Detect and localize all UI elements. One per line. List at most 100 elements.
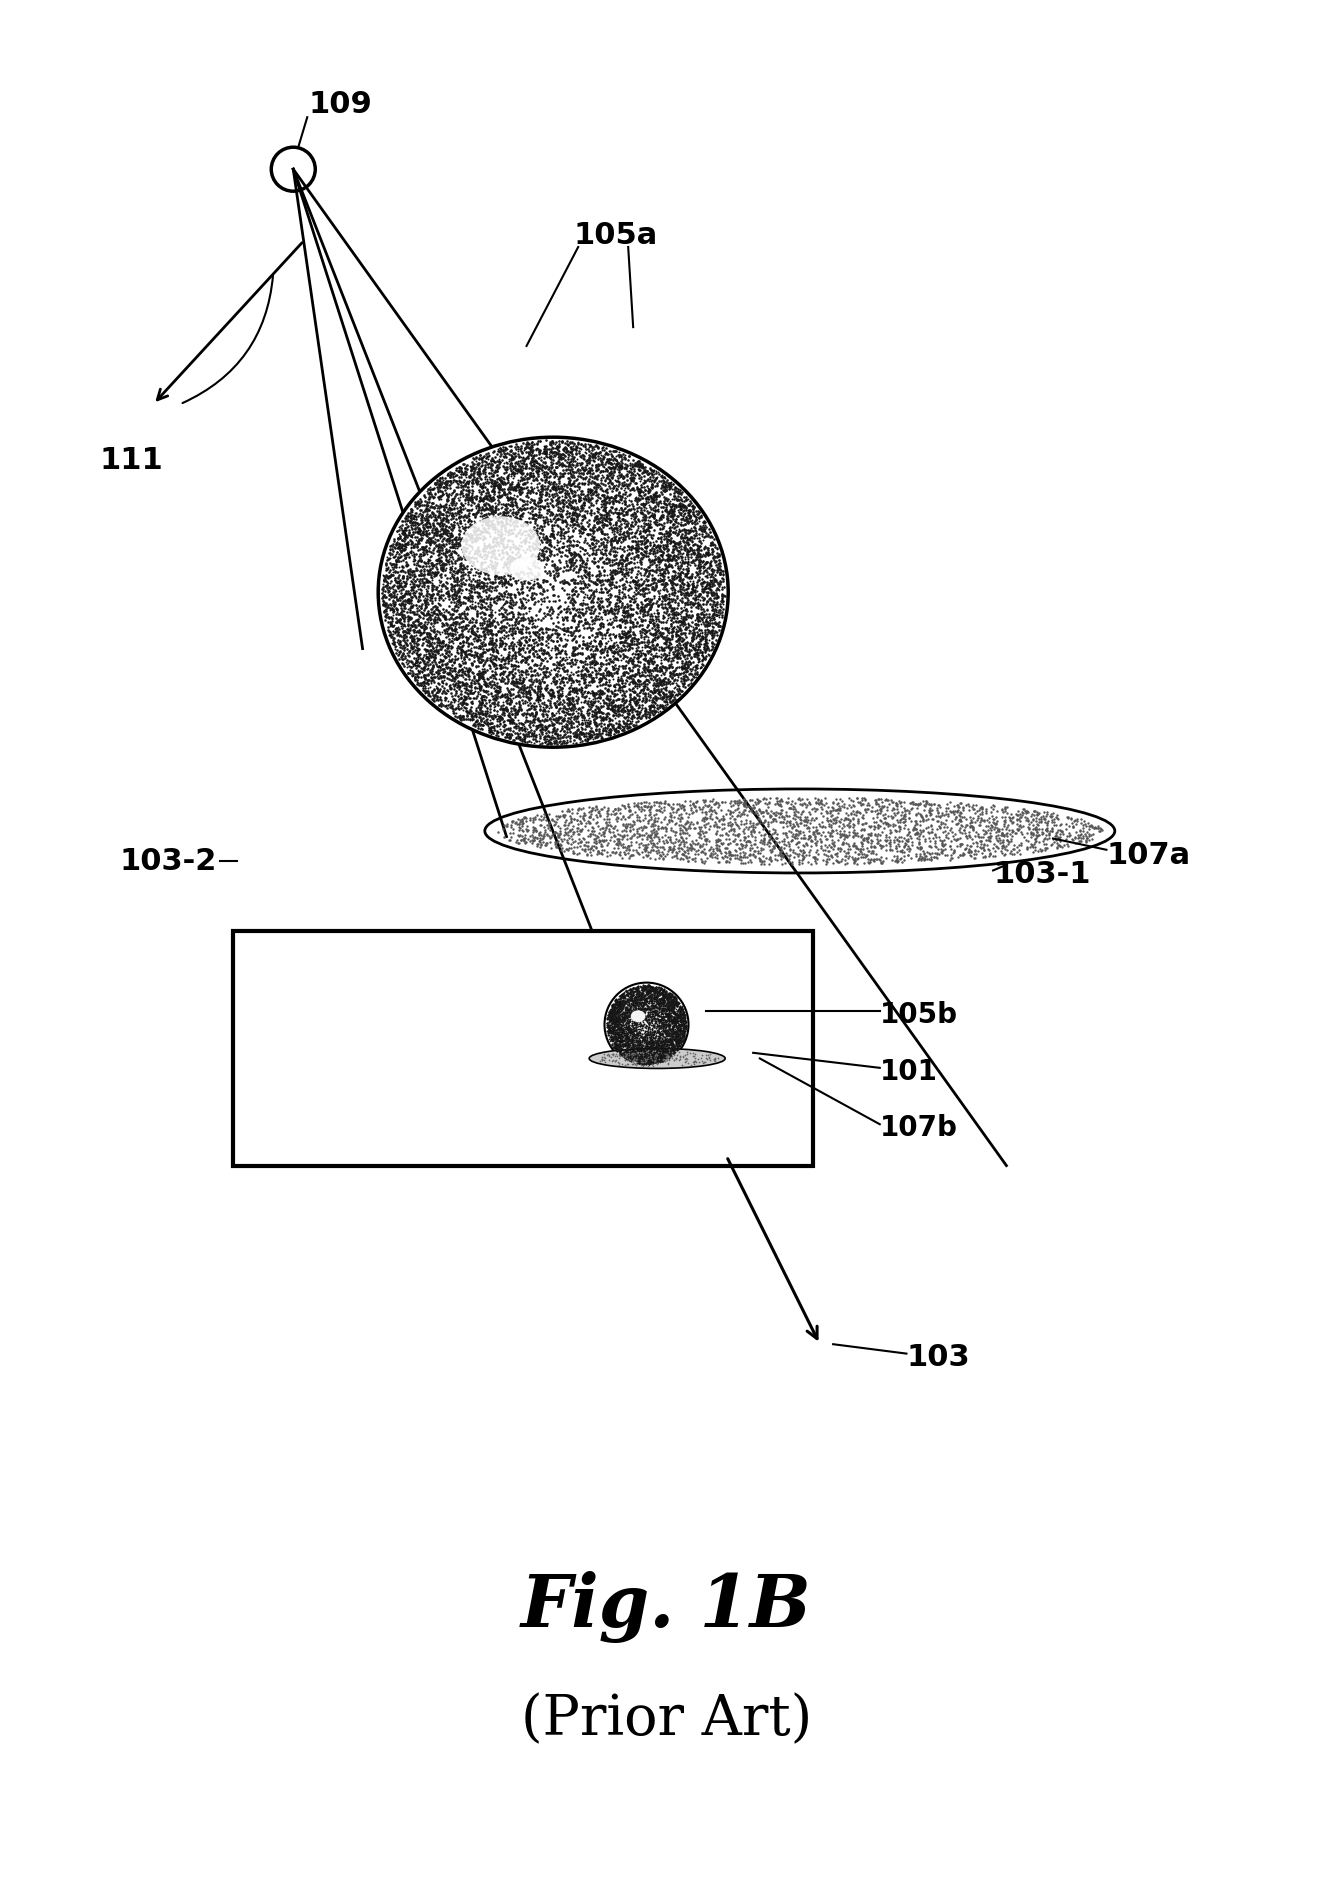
- Point: [612, 667, 633, 697]
- Point: [620, 626, 641, 656]
- Point: [557, 667, 579, 697]
- Point: [904, 810, 925, 840]
- Point: [633, 1028, 655, 1058]
- Point: [523, 447, 544, 478]
- Point: [481, 446, 503, 476]
- Point: [684, 615, 705, 645]
- Point: [664, 506, 685, 536]
- Point: [665, 808, 686, 838]
- Point: [429, 502, 451, 532]
- Point: [641, 474, 663, 504]
- Point: [571, 696, 592, 726]
- Point: [645, 541, 666, 572]
- Point: [624, 498, 645, 528]
- Point: [436, 566, 457, 596]
- Point: [616, 1023, 637, 1053]
- Point: [579, 667, 600, 697]
- Point: [400, 603, 421, 634]
- Point: [870, 848, 892, 878]
- Point: [624, 671, 645, 701]
- Point: [509, 724, 531, 754]
- Point: [616, 451, 637, 481]
- Point: [677, 504, 698, 534]
- Point: [665, 545, 686, 575]
- Point: [499, 718, 520, 748]
- Point: [499, 690, 520, 720]
- Point: [500, 534, 521, 564]
- Point: [628, 459, 649, 489]
- Point: [588, 526, 609, 556]
- Point: [584, 603, 605, 634]
- Point: [383, 630, 404, 660]
- Point: [893, 844, 914, 874]
- Point: [676, 814, 697, 844]
- Point: [637, 807, 659, 837]
- Point: [389, 600, 411, 630]
- Point: [664, 1002, 685, 1032]
- Point: [1062, 812, 1084, 842]
- Point: [557, 457, 579, 487]
- Point: [666, 1015, 688, 1045]
- Point: [561, 823, 583, 854]
- Point: [628, 639, 649, 669]
- Point: [605, 1032, 627, 1062]
- Point: [645, 532, 666, 562]
- Point: [585, 474, 607, 504]
- Point: [613, 1028, 635, 1058]
- Point: [581, 528, 603, 558]
- Point: [659, 1006, 680, 1036]
- Point: [615, 504, 636, 534]
- Point: [674, 632, 696, 662]
- Point: [589, 660, 611, 690]
- Point: [521, 558, 543, 588]
- Point: [1057, 829, 1078, 859]
- Point: [503, 705, 524, 735]
- Point: [656, 976, 677, 1006]
- Point: [656, 530, 677, 560]
- Point: [592, 1045, 613, 1075]
- Point: [571, 476, 592, 506]
- Point: [409, 581, 431, 611]
- Point: [621, 449, 643, 479]
- Point: [556, 818, 577, 848]
- Point: [409, 566, 431, 596]
- Point: [656, 1043, 677, 1073]
- Point: [520, 440, 541, 470]
- Point: [413, 562, 435, 592]
- Point: [420, 635, 441, 666]
- Point: [625, 635, 647, 666]
- Point: [520, 508, 541, 538]
- Point: [544, 718, 565, 748]
- Point: [886, 842, 908, 872]
- Point: [909, 838, 930, 869]
- Point: [580, 598, 601, 628]
- Point: [639, 517, 660, 547]
- Point: [587, 619, 608, 649]
- Point: [461, 617, 483, 647]
- Point: [647, 547, 668, 577]
- Point: [712, 566, 733, 596]
- Point: [555, 632, 576, 662]
- Point: [577, 634, 599, 664]
- Point: [644, 615, 665, 645]
- Point: [423, 474, 444, 504]
- Point: [384, 626, 405, 656]
- Point: [447, 602, 468, 632]
- Point: [652, 592, 673, 622]
- Point: [513, 697, 535, 728]
- Point: [806, 788, 828, 818]
- Point: [954, 812, 976, 842]
- Point: [786, 784, 808, 814]
- Point: [706, 816, 728, 846]
- Point: [427, 594, 448, 624]
- Point: [612, 487, 633, 517]
- Point: [921, 814, 942, 844]
- Point: [616, 658, 637, 688]
- Point: [821, 831, 842, 861]
- Point: [629, 461, 651, 491]
- Point: [677, 650, 698, 681]
- Point: [629, 993, 651, 1023]
- Point: [612, 694, 633, 724]
- Point: [596, 438, 617, 468]
- Point: [409, 491, 431, 521]
